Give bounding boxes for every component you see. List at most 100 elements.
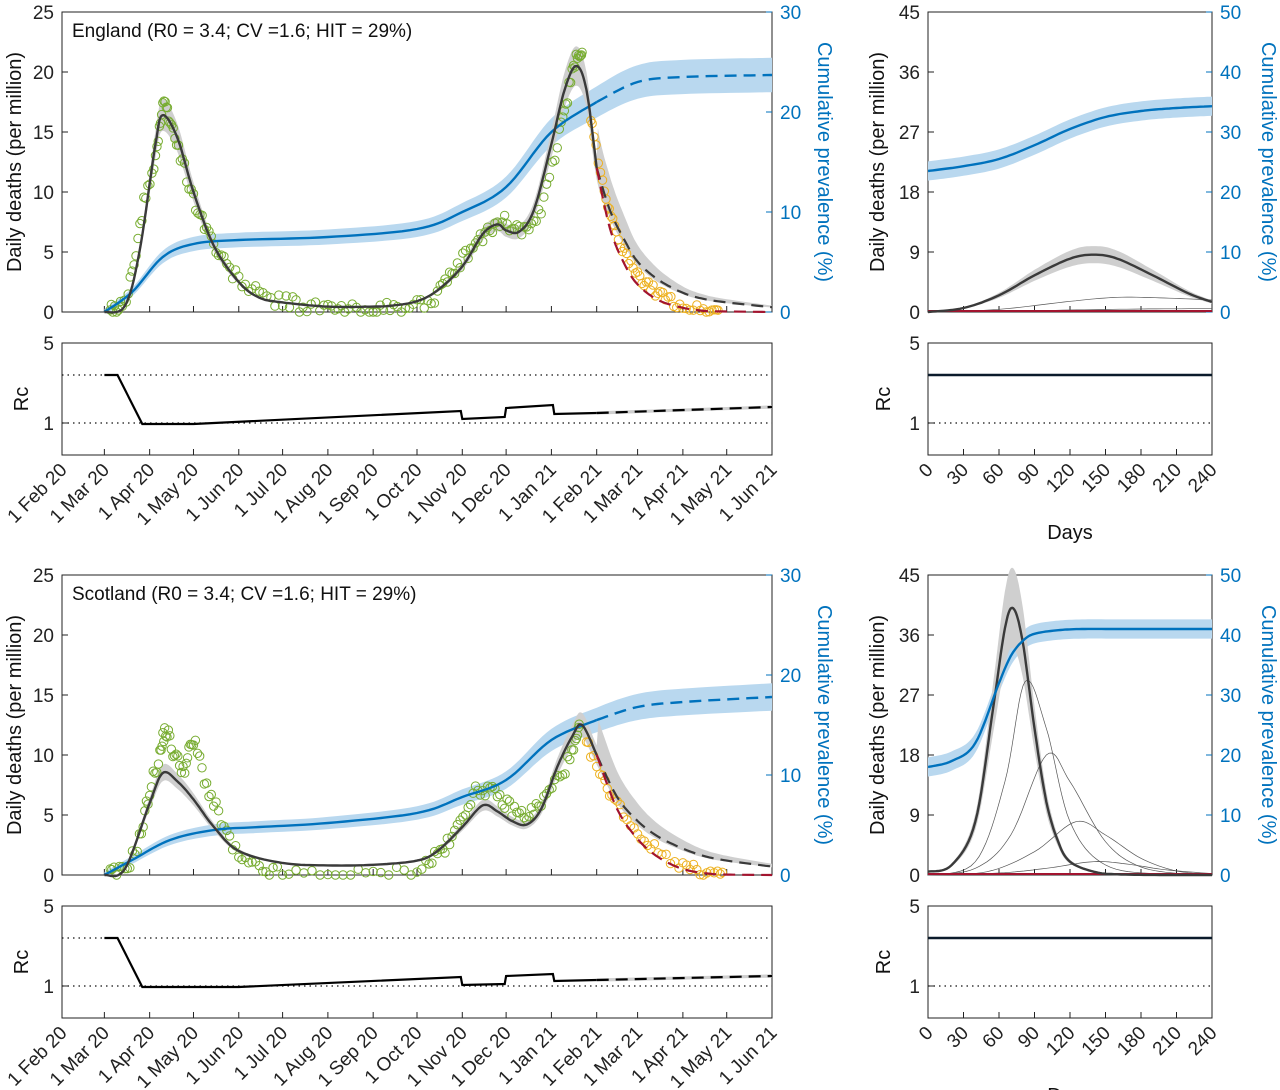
x-tick-label: 90 <box>1014 460 1044 490</box>
observed-point <box>274 290 284 300</box>
x-tick-label: 180 <box>1113 1023 1150 1060</box>
x-tick-label: 30 <box>943 460 973 490</box>
y-axis-label: Daily deaths (per million) <box>4 52 26 272</box>
y2-tick-label: 0 <box>780 866 791 887</box>
y-axis-label: Daily deaths (per million) <box>4 615 26 835</box>
y-tick-label: 5 <box>43 897 54 918</box>
observed-point <box>406 870 416 880</box>
y2-tick-label: 10 <box>1220 243 1241 264</box>
x-tick-label: 240 <box>1184 460 1221 497</box>
observed-point <box>465 800 476 810</box>
england-main-panel: 0 5 10 15 20 25 0 10 20 30 England (R0 = 3.4; CV =… <box>4 3 835 324</box>
observed-point <box>197 763 207 773</box>
plot-frame <box>61 905 773 1019</box>
observed-point <box>440 848 450 858</box>
observed-point <box>565 754 575 765</box>
y-tick-label: 27 <box>899 686 920 707</box>
observed-point <box>487 227 498 238</box>
y2-tick-label: 0 <box>1220 866 1231 887</box>
observed-point <box>153 759 164 769</box>
prevalence-line <box>927 627 1212 769</box>
observed-recent-point <box>643 277 654 287</box>
observed-recent-point <box>609 220 620 231</box>
y-tick-label: 36 <box>899 63 920 84</box>
observed-point <box>254 860 264 871</box>
y-tick-label: 5 <box>909 897 920 918</box>
y2-axis-label: Cumulative prevalence (%) <box>813 605 835 845</box>
y2-tick-label: 30 <box>1220 123 1241 144</box>
observed-point <box>178 761 188 772</box>
deaths-projection-red-line <box>595 167 773 314</box>
observed-point <box>555 772 565 782</box>
observed-point <box>237 281 247 292</box>
deaths-projection-line <box>595 167 773 309</box>
england-rc-panel: 151 Feb 201 Mar 201 Apr 201 May 201 Jun … <box>4 334 782 530</box>
observed-point <box>161 731 171 741</box>
observed-point <box>222 825 232 836</box>
observed-recent-point <box>666 291 676 302</box>
observed-point <box>201 778 212 788</box>
observed-point <box>412 867 422 877</box>
observed-point <box>550 155 560 166</box>
y2-tick-label: 10 <box>1220 806 1241 827</box>
y-tick-label: 0 <box>909 866 920 887</box>
observed-recent-point <box>653 288 663 298</box>
plot-frame <box>927 342 1213 456</box>
observed-recent-point <box>649 839 660 849</box>
observed-point <box>502 219 512 229</box>
observed-recent-point <box>602 202 613 212</box>
observed-point <box>531 798 541 809</box>
x-tick-label: 0 <box>915 1023 937 1045</box>
observed-point <box>426 298 436 309</box>
deaths-projection-line <box>595 754 773 868</box>
observed-point <box>168 751 178 762</box>
observed-point <box>268 862 278 873</box>
observed-recent-point <box>688 859 699 870</box>
observed-point <box>452 819 463 830</box>
observed-point <box>184 742 194 752</box>
observed-point <box>180 768 190 778</box>
prevalence-projection-line <box>596 73 773 104</box>
observed-point <box>429 298 440 308</box>
deaths-band <box>928 567 1212 875</box>
observed-point <box>141 193 151 203</box>
y-tick-label: 27 <box>899 123 920 144</box>
x-tick-label: 120 <box>1042 460 1079 497</box>
observed-point <box>213 806 224 816</box>
observed-point <box>157 741 167 751</box>
observed-point <box>562 98 573 108</box>
observed-recent-point <box>591 140 601 150</box>
panel-title: Scotland (R0 = 3.4; CV =1.6; HIT = 29%) <box>72 584 416 605</box>
y2-tick-label: 10 <box>780 766 801 787</box>
observed-point <box>509 801 520 812</box>
observed-point <box>194 751 205 761</box>
observed-point <box>169 750 180 761</box>
scotland-rc-panel: 151 Feb 201 Mar 201 Apr 201 May 201 Jun … <box>4 897 782 1090</box>
observed-point <box>323 869 333 880</box>
x-tick-label: 60 <box>979 1023 1009 1053</box>
y-tick-label: 45 <box>899 566 920 587</box>
y2-tick-label: 10 <box>780 203 801 224</box>
observed-point <box>307 865 317 876</box>
observed-point <box>153 136 163 147</box>
observed-point <box>131 251 141 261</box>
observed-point <box>171 749 181 759</box>
observed-recent-point <box>646 844 656 854</box>
observed-point <box>447 831 457 842</box>
component-curve <box>927 820 1213 876</box>
observed-point <box>338 870 348 880</box>
y-tick-label: 1 <box>909 414 920 435</box>
deaths-projection-red-line <box>595 754 773 877</box>
observed-point <box>512 220 522 230</box>
scotland-side-panel: 0 9 18 27 36 45 0 10 20 30 40 50 Daily deaths (per m… <box>867 566 1279 887</box>
observed-point <box>137 216 147 226</box>
y2-tick-label: 50 <box>1220 566 1241 587</box>
y-axis-label: Daily deaths (per million) <box>867 615 889 835</box>
deaths-model-line <box>104 64 598 314</box>
observed-point <box>575 51 585 62</box>
observed-point <box>281 291 291 301</box>
observed-point <box>129 260 139 270</box>
observed-point <box>163 725 174 735</box>
observed-point <box>499 210 510 221</box>
